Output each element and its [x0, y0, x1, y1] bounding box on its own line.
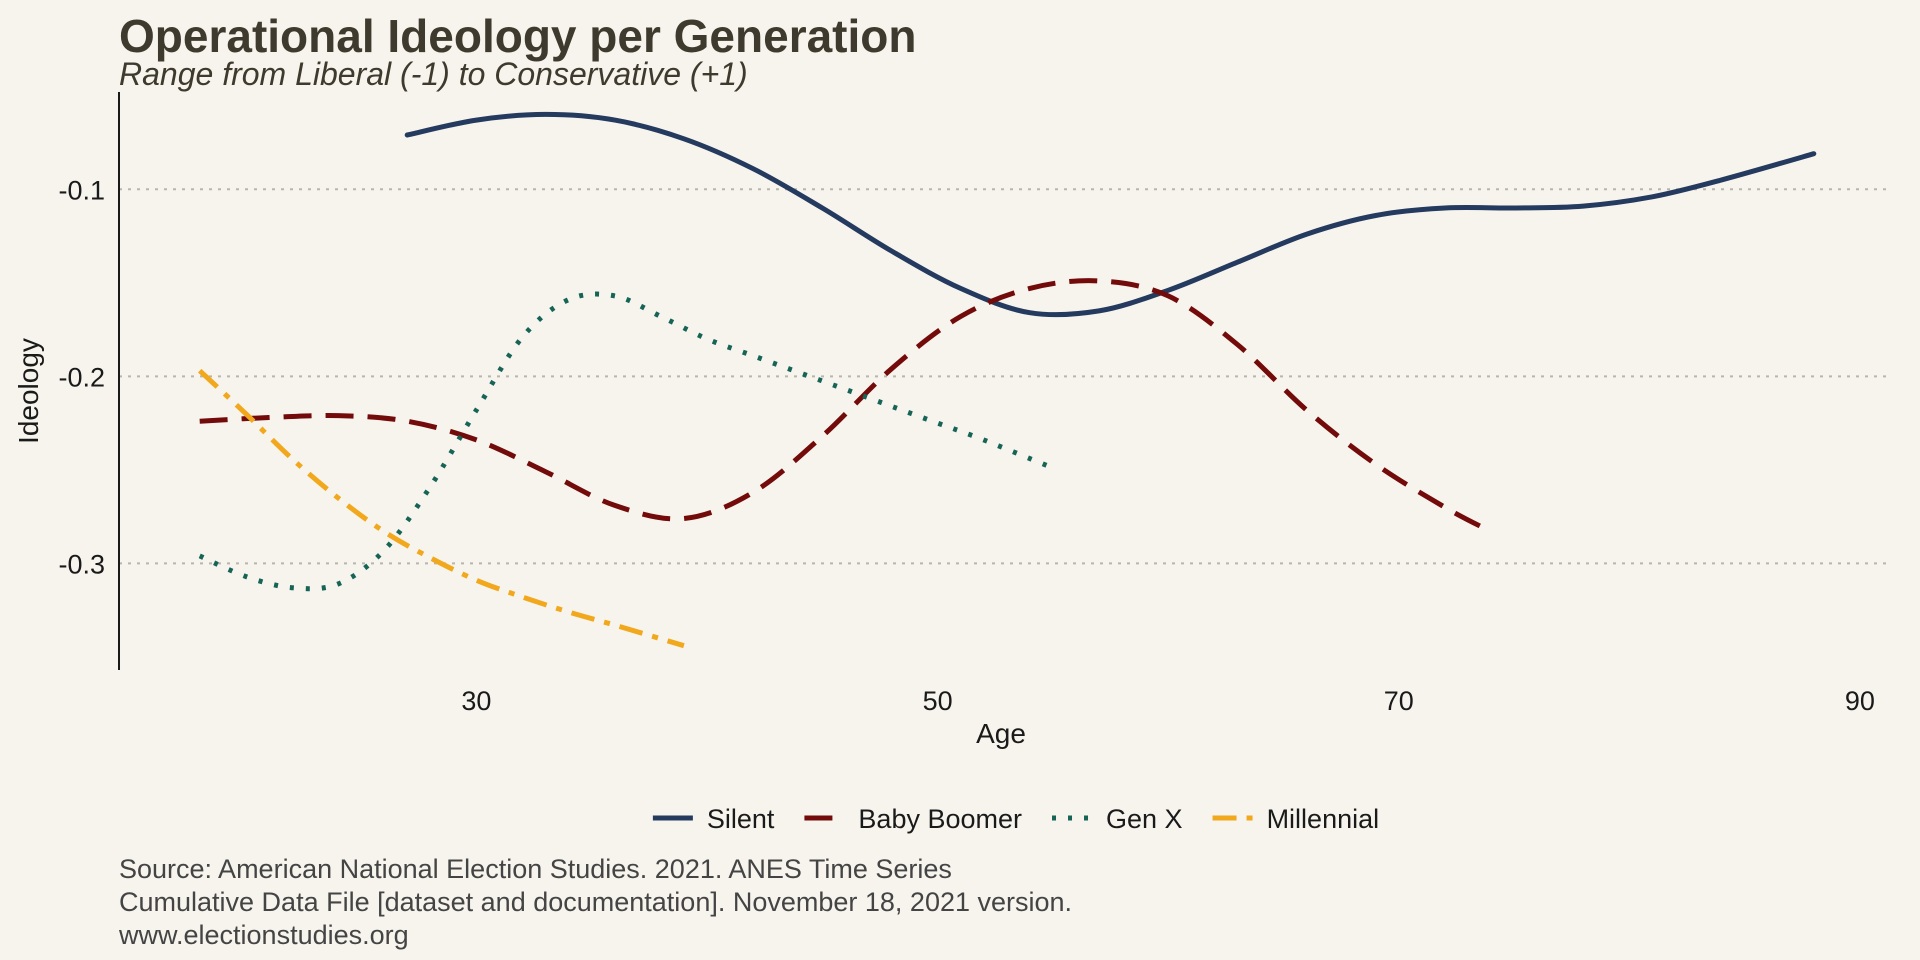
source-caption: Source: American National Election Studi…	[119, 853, 1072, 952]
x-axis-label: Age	[976, 718, 1026, 749]
chart-title: Operational Ideology per Generation	[119, 10, 917, 62]
caption-line: Source: American National Election Studi…	[119, 854, 952, 884]
legend: Silent Baby Boomer Gen X Millennial	[652, 804, 1380, 834]
caption-line: www.electionstudies.org	[119, 920, 409, 950]
chart-subtitle: Range from Liberal (-1) to Conservative …	[119, 56, 748, 92]
y-axis-ticks: -0.1 -0.2 -0.3	[58, 175, 105, 579]
y-tick-label: -0.1	[58, 175, 105, 205]
series-line-baby-boomer	[199, 278, 1493, 534]
y-tick-label: -0.2	[58, 362, 105, 392]
series-lines	[197, 111, 1817, 649]
legend-label: Baby Boomer	[858, 804, 1022, 834]
x-axis-ticks: 30 50 70 90	[461, 686, 1875, 716]
grid-lines	[119, 188, 1891, 565]
legend-label: Silent	[707, 804, 775, 834]
x-tick-label: 90	[1845, 686, 1875, 716]
legend-label: Millennial	[1267, 804, 1380, 834]
y-tick-label: -0.3	[58, 549, 105, 579]
series-line-millennial	[197, 368, 685, 649]
caption-line: Cumulative Data File [dataset and docume…	[119, 887, 1073, 917]
y-axis-label: Ideology	[13, 338, 44, 444]
x-tick-label: 50	[923, 686, 953, 716]
x-tick-label: 70	[1384, 686, 1414, 716]
x-tick-label: 30	[461, 686, 491, 716]
series-line-silent	[404, 111, 1817, 318]
legend-label: Gen X	[1106, 804, 1183, 834]
series-line-gen-x	[198, 291, 1054, 592]
